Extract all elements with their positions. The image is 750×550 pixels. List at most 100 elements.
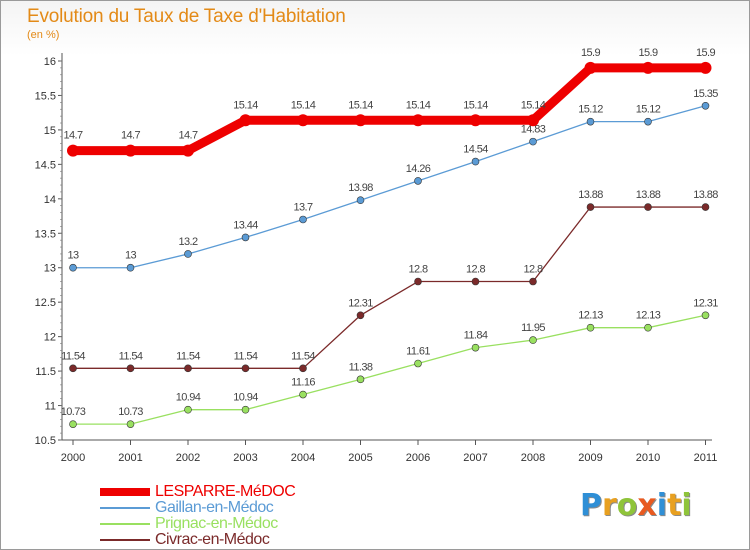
data-point [124,144,137,157]
chart-title: Evolution du Taux de Taxe d'Habitation [27,6,346,27]
data-label: 15.14 [233,99,258,111]
series-line [68,63,710,156]
data-label: 14.7 [178,130,197,142]
data-point [699,61,712,74]
data-point [241,364,250,373]
y-tick-label: 14.5 [35,159,56,171]
data-point [69,364,77,373]
series-line [72,314,707,425]
data-point [126,364,135,373]
legend-label: Gaillan-en-Médoc [155,499,274,516]
data-point [701,311,710,320]
data-label: 15.14 [348,99,373,111]
data-label: 12.13 [578,310,603,322]
data-point [701,101,710,110]
data-label: 11.38 [349,361,373,373]
data-label: 12.8 [523,264,542,276]
legend-swatch [100,539,150,541]
data-label: 12.8 [466,264,485,276]
data-label: 10.94 [176,392,201,404]
data-point [356,375,365,384]
data-label: 13 [67,250,79,262]
data-label: 15.14 [521,99,546,111]
data-label: 12.8 [408,264,427,276]
data-point [586,117,595,126]
data-label: 11.54 [291,350,315,362]
y-tick-label: 14 [44,194,56,206]
data-point [584,61,597,74]
data-label: 13 [125,250,137,262]
y-tick-label: 10.5 [35,435,56,447]
data-point [126,263,135,272]
legend-label: Prignac-en-Médoc [155,515,278,532]
data-label: 15.14 [291,99,316,111]
data-label: 11.16 [291,377,315,389]
logo-letter: i [656,488,668,523]
y-tick-label: 11 [45,401,56,413]
data-label: 10.73 [118,406,143,418]
y-tick-label: 13.5 [35,228,56,240]
data-point [299,364,307,373]
data-point [182,144,194,157]
data-point [414,277,422,286]
data-point [529,277,537,286]
legend-item: Gaillan-en-Médoc [100,499,400,516]
data-point [69,263,77,272]
data-label: 11.54 [176,350,200,362]
data-label: 14.7 [121,130,140,142]
legend: LESPARRE-MéDOC Gaillan-en-Médoc Prignac-… [100,483,400,548]
data-label: 14.7 [63,130,82,142]
data-point [471,277,480,286]
data-label: 15.35 [693,88,718,100]
data-point [241,233,250,242]
y-tick-label: 11.5 [35,366,56,378]
data-point [642,61,654,74]
data-label: 13.88 [636,189,661,201]
data-point [297,114,309,127]
x-tick-label: 2004 [291,452,315,464]
data-label: 12.31 [693,297,718,309]
data-label: 15.12 [636,104,661,116]
data-label: 13.7 [293,201,312,213]
data-point [529,137,537,146]
data-label: 13.44 [233,219,258,231]
legend-swatch [100,507,150,509]
data-label: 11.84 [464,330,488,342]
legend-swatch [100,523,150,525]
x-tick-label: 2005 [348,452,372,464]
proxiti-logo: Proxiti [580,488,692,523]
series-line [72,206,707,369]
data-point [241,405,250,414]
data-label: 14.54 [463,144,488,156]
data-point [354,114,367,127]
data-point [299,215,307,224]
data-label: 11.54 [61,350,85,362]
data-label: 15.14 [406,99,431,111]
data-point [67,144,79,157]
y-tick-label: 16 [44,56,56,68]
data-label: 11.95 [521,322,545,334]
data-point [414,177,422,185]
logo-letter: o [616,488,638,523]
logo-letter: t [667,488,682,523]
chart-subtitle: (en %) [27,29,60,41]
data-label: 12.31 [348,297,373,309]
data-point [126,420,135,428]
data-point [469,114,482,127]
data-point [701,203,710,211]
data-label: 14.26 [406,163,431,175]
data-point [69,420,77,428]
x-tick-label: 2010 [636,452,660,464]
data-point [644,323,652,332]
data-point [586,323,595,332]
data-point [586,203,595,211]
y-tick-label: 15.5 [35,90,56,102]
data-point [529,336,537,344]
legend-label: LESPARRE-MéDOC [155,483,296,500]
legend-item: Prignac-en-Médoc [100,515,400,532]
legend-item: LESPARRE-MéDOC [100,483,400,500]
x-tick-label: 2006 [406,452,430,464]
data-point [644,117,652,126]
data-label: 10.94 [233,392,258,404]
